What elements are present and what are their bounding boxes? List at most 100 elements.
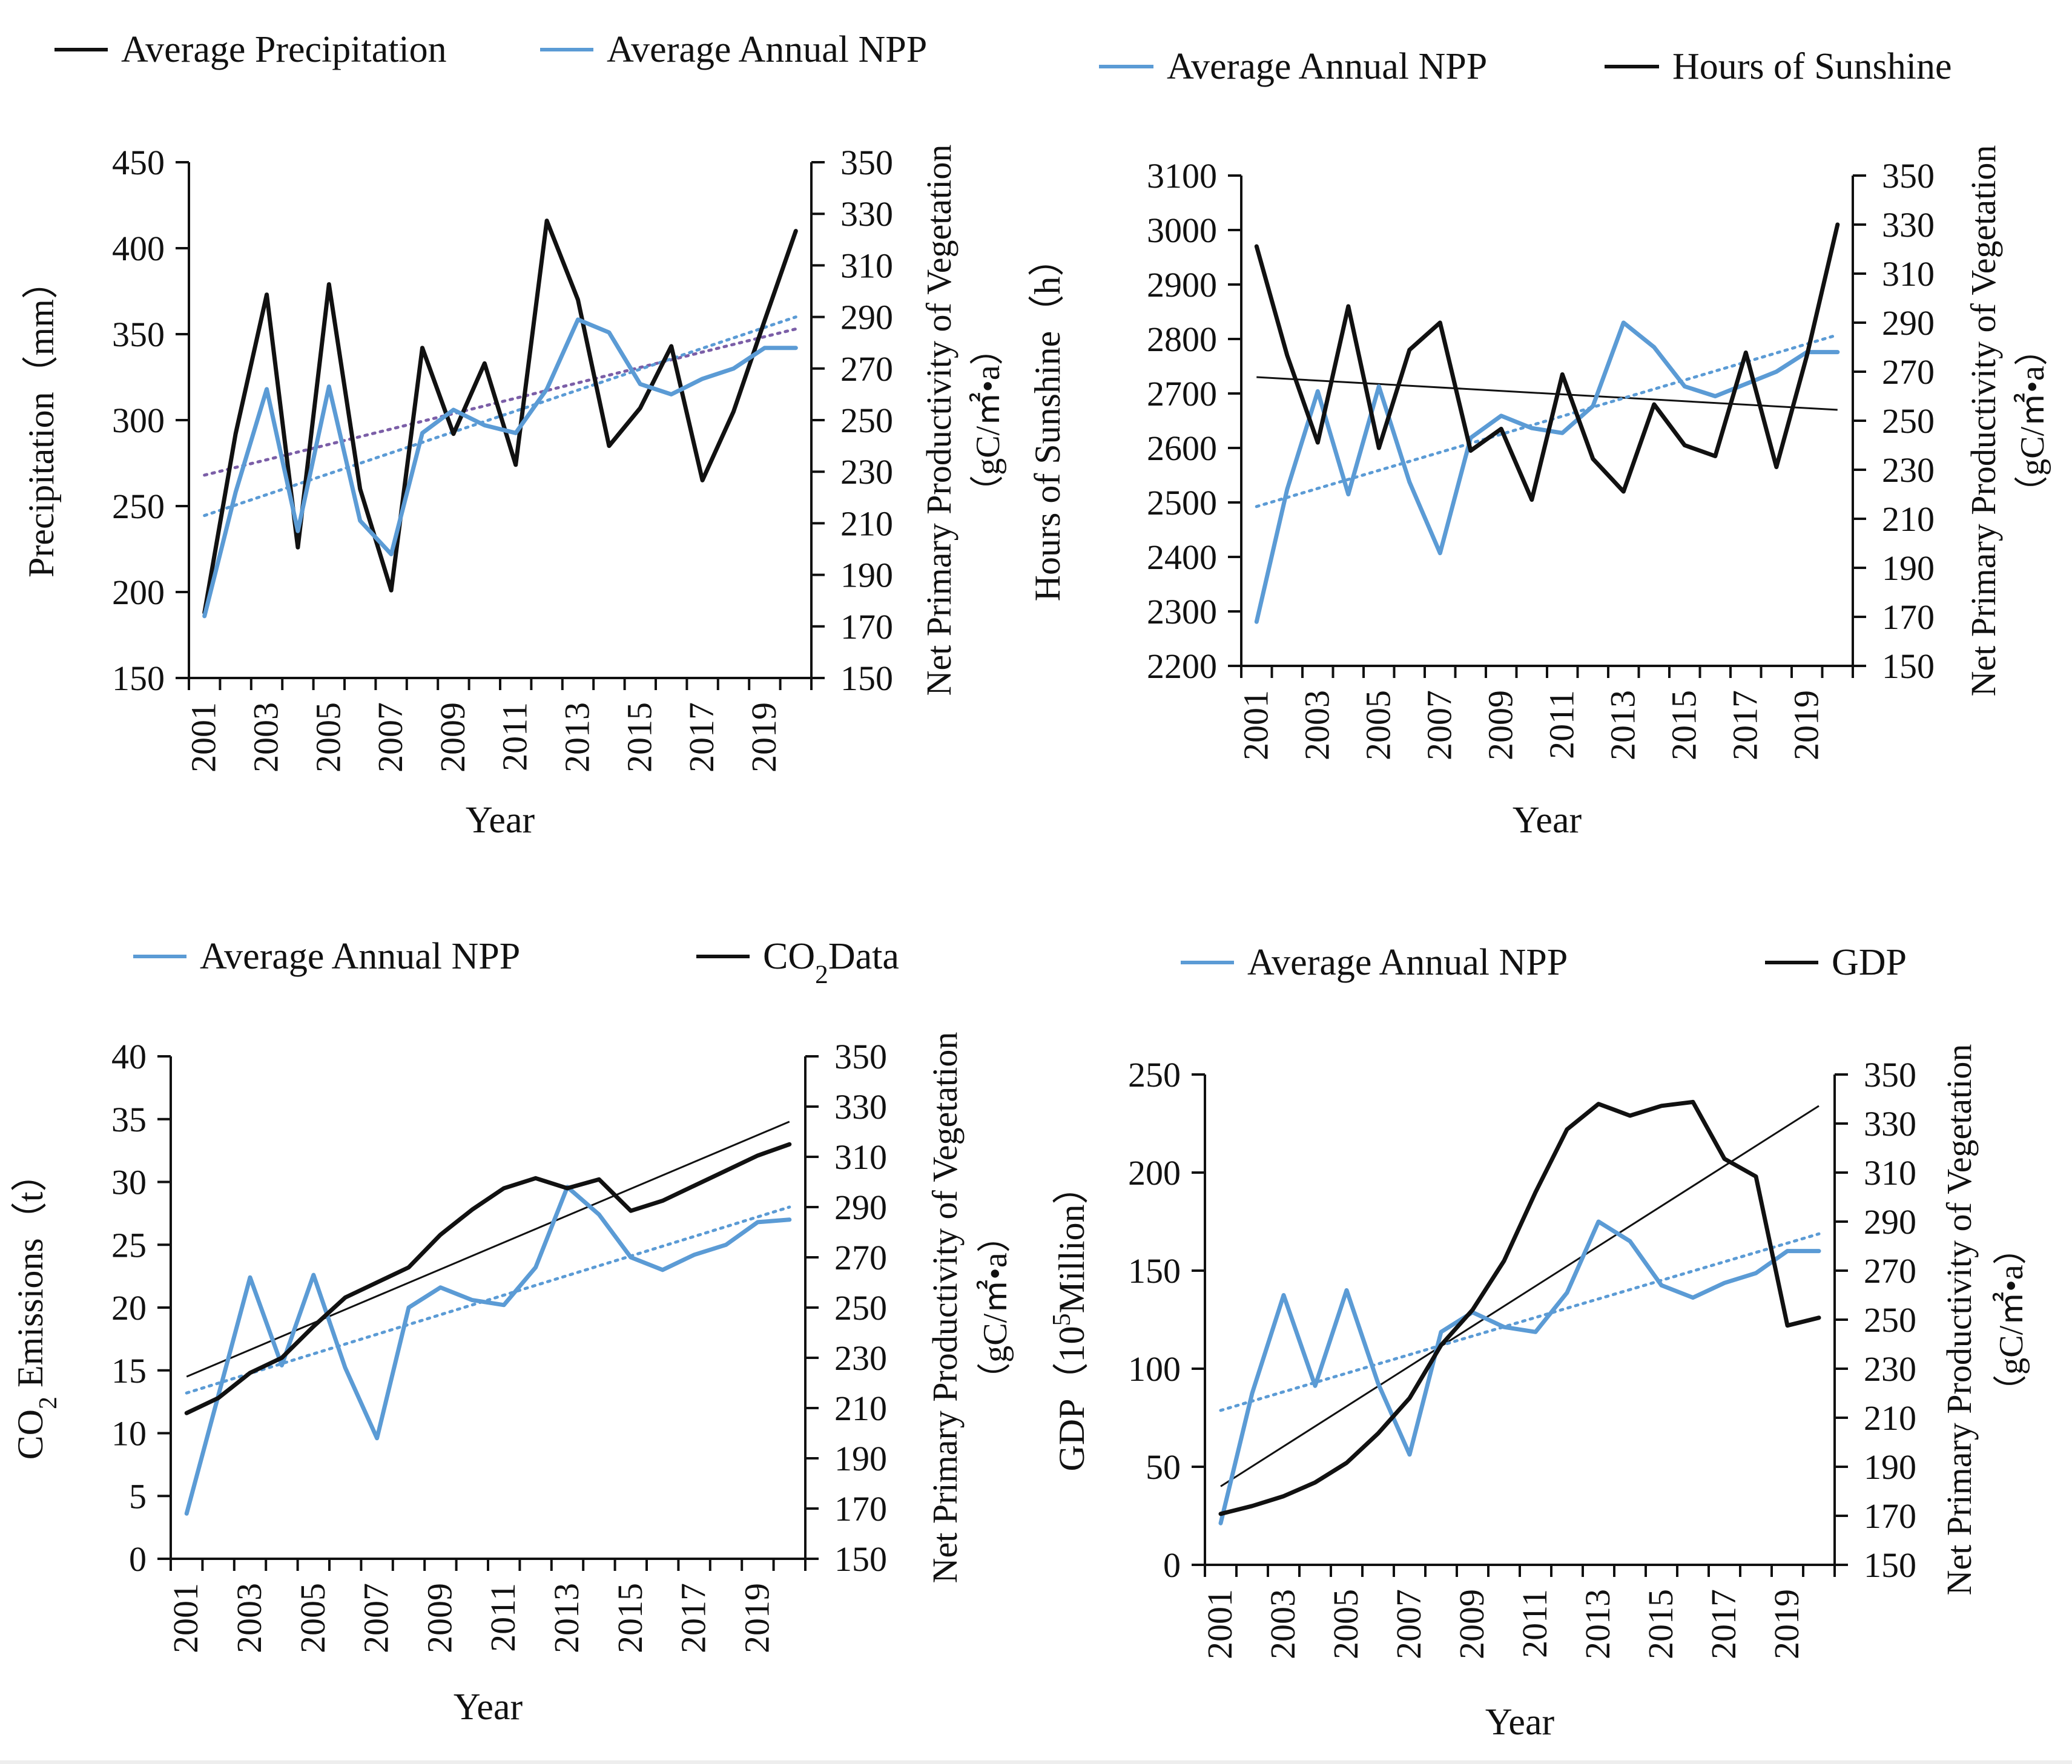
x-tick-label: 2007 [371,702,410,772]
x-tick-label: 2013 [1578,1589,1617,1659]
right-tick-label: 190 [1864,1447,1916,1487]
right-tick-label: 230 [1864,1349,1916,1389]
right-tick-label: 330 [1864,1104,1916,1144]
legend-label: Average Annual NPP [1247,942,1568,983]
x-tick-label: 2009 [420,1583,459,1653]
right-tick-label: 170 [834,1489,887,1529]
right-tick-label: 310 [1864,1153,1916,1193]
right-tick-label: 250 [1864,1300,1916,1340]
charts-root: 1502002503003504004501501701902102302502… [10,29,2051,1743]
left-tick-label: 3100 [1147,156,1217,196]
right-tick-label: 330 [840,194,893,234]
series-line-gdp [1218,1099,1821,1516]
legend-label: Hours of Sunshine [1672,46,1952,87]
trendline-average-precipitation [203,327,797,477]
x-tick-label: 2009 [1480,690,1520,760]
x-tick-label: 2005 [293,1583,332,1653]
trendline-average-annual-npp [185,1205,791,1395]
x-tick-label: 2017 [682,702,721,772]
right-tick-label: 170 [1882,597,1935,637]
x-tick-label: 2007 [357,1583,396,1653]
right-tick-label: 330 [834,1087,887,1127]
right-tick-label: 210 [834,1389,887,1428]
trendline-gdp [1220,1105,1820,1487]
trendline-co2data [186,1121,790,1378]
x-tick-label: 2005 [308,702,348,772]
legend-label: Average Annual NPP [607,29,927,70]
right-tick-label: 150 [840,659,893,698]
right-tick-label: 250 [834,1288,887,1328]
x-tick-label: 2015 [619,702,659,772]
x-tick-label: 2013 [1603,690,1642,760]
left-axis-title: CO2 Emissions（t） [10,1156,62,1460]
x-tick-label: 2017 [1725,690,1764,760]
x-axis-title: Year [454,1687,523,1728]
right-tick-label: 310 [1882,254,1935,294]
left-tick-label: 300 [112,401,165,440]
right-tick-label: 270 [1882,352,1935,392]
left-axis-title: Precipitation（mm） [21,263,61,578]
right-tick-label: 190 [840,556,893,595]
right-tick-label: 210 [840,504,893,543]
left-tick-label: 20 [111,1288,147,1328]
right-tick-label: 230 [834,1338,887,1378]
x-tick-label: 2009 [1452,1589,1491,1659]
left-tick-label: 150 [1128,1251,1181,1291]
left-tick-label: 0 [129,1539,147,1579]
x-tick-label: 2015 [610,1583,650,1653]
x-tick-label: 2007 [1389,1589,1428,1659]
x-tick-label: 2003 [246,702,286,772]
x-tick-label: 2019 [1767,1589,1806,1659]
left-tick-label: 2500 [1147,483,1217,522]
right-axis-title: Net Primary Productivity of Vegetation [1939,1044,1979,1596]
left-tick-label: 25 [111,1225,147,1265]
right-tick-label: 190 [834,1439,887,1478]
legend-label: CO2Data [763,936,899,989]
x-tick-label: 2015 [1641,1589,1680,1659]
right-tick-label: 330 [1882,205,1935,245]
x-tick-label: 2017 [674,1583,713,1653]
left-tick-label: 2300 [1147,592,1217,631]
legend-label: Average Precipitation [121,29,447,70]
right-axis-title: Net Primary Productivity of Vegetation [919,145,958,696]
trendline-average-annual-npp [1219,1232,1821,1412]
x-tick-label: 2019 [737,1583,776,1653]
series-line-hours-of-sunshine [1254,222,1840,502]
right-tick-label: 270 [1864,1251,1916,1291]
right-tick-label: 230 [840,452,893,492]
legend-label: Average Annual NPP [200,936,520,977]
right-tick-label: 310 [840,246,893,285]
x-tick-label: 2003 [1263,1589,1302,1659]
left-tick-label: 250 [1128,1055,1181,1094]
left-tick-label: 2800 [1147,320,1217,359]
right-tick-label: 290 [1882,303,1935,343]
left-tick-label: 3000 [1147,211,1217,250]
left-tick-label: 50 [1146,1447,1181,1487]
right-tick-label: 290 [834,1188,887,1227]
left-tick-label: 200 [112,573,165,612]
x-tick-label: 2019 [744,702,784,772]
series-line-average-annual-npp [202,317,798,619]
chart-1: 150 200 250 300 350 400 450 150 170 190 210 230 250 2… [21,29,1007,841]
right-tick-label: 270 [840,349,893,389]
right-tick-label: 250 [840,401,893,440]
x-tick-label: 2011 [483,1583,523,1652]
left-tick-label: 400 [112,229,165,268]
right-tick-label: 310 [834,1137,887,1177]
x-tick-label: 2007 [1419,690,1459,760]
right-tick-label: 170 [840,607,893,647]
left-axis-title: GDP（105Million） [1048,1168,1092,1471]
right-axis-unit: （gC/㎡•a） [1993,1231,2030,1408]
x-tick-label: 2011 [1515,1589,1554,1658]
right-tick-label: 210 [1864,1398,1916,1438]
right-axis-unit: （gC/㎡•a） [969,331,1007,508]
left-tick-label: 10 [111,1414,147,1453]
legend-label: Average Annual NPP [1167,46,1487,87]
chart-4: 0 50 100 150 200 250 150 170 190 210 230 250 270 290 3… [1048,942,2030,1743]
right-tick-label: 150 [1864,1545,1916,1585]
x-tick-label: 2015 [1664,690,1703,760]
x-tick-label: 2013 [547,1583,586,1653]
right-tick-label: 150 [1882,647,1935,686]
